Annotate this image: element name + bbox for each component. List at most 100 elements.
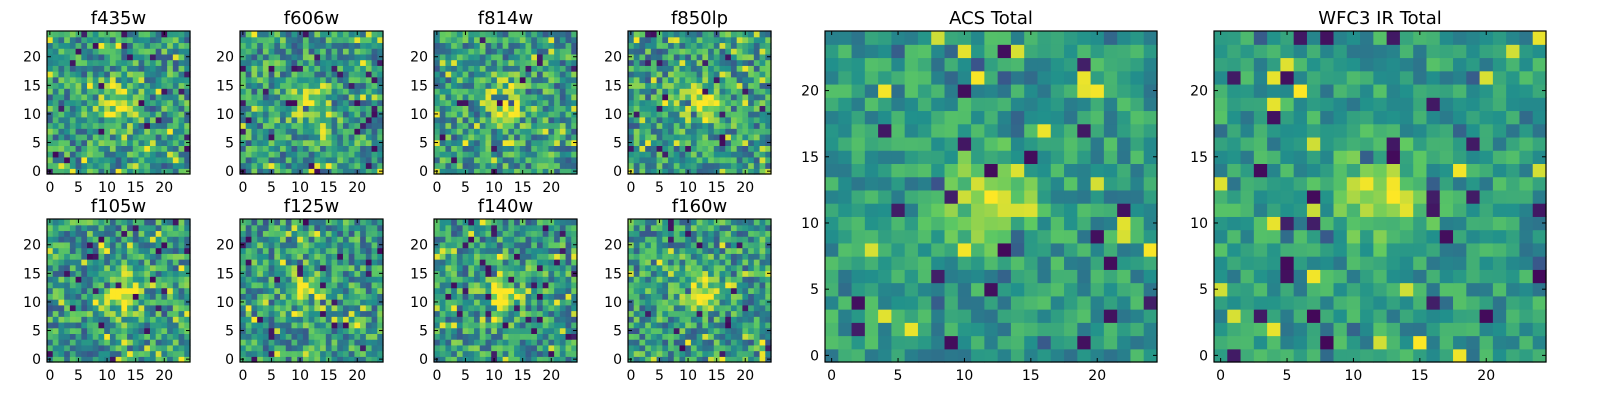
heat-cell [178, 151, 185, 158]
heat-cell [69, 156, 77, 164]
heat-cell [342, 321, 350, 329]
heat-cell [650, 105, 658, 112]
heat-cell [548, 53, 555, 61]
heat-cell [245, 219, 253, 226]
heat-cell [645, 31, 652, 38]
heat-cell [155, 270, 162, 277]
heat-cell [702, 42, 709, 49]
heat-cell [245, 230, 253, 237]
heat-cell [656, 339, 663, 346]
heat-cell [559, 299, 567, 306]
heat-cell [291, 76, 298, 84]
heat-cell [325, 71, 333, 78]
heat-cell [127, 133, 134, 141]
heatmap-cells [47, 31, 191, 175]
heat-cell [274, 116, 281, 124]
heat-cell [308, 270, 315, 277]
heat-cell [58, 276, 65, 283]
heat-cell [348, 304, 355, 312]
heat-cell [104, 236, 111, 243]
heat-cell [639, 59, 646, 66]
heat-cell [662, 111, 669, 118]
heat-cell [87, 350, 94, 357]
heat-cell [519, 224, 527, 232]
heat-cell [456, 145, 464, 152]
heat-cell [87, 316, 94, 323]
heat-cell [377, 151, 384, 158]
heat-cell [365, 99, 373, 106]
heat-cell [138, 327, 145, 334]
heat-cell [92, 162, 100, 169]
heat-cell [531, 304, 538, 312]
heat-cell [502, 168, 509, 175]
heat-cell [742, 53, 749, 61]
heat-cell [274, 259, 281, 266]
heat-cell [468, 287, 475, 294]
y-tick-label: 15 [604, 78, 622, 94]
heat-cell [725, 299, 732, 306]
heat-cell [633, 333, 641, 340]
heat-cell [502, 299, 509, 306]
heat-cell [360, 105, 367, 112]
heat-cell [331, 224, 338, 232]
heat-cell [172, 219, 180, 226]
heat-cell [565, 350, 572, 357]
heat-cell [679, 327, 686, 334]
heat-cell [673, 145, 681, 152]
heat-cell [69, 230, 77, 237]
heat-cell [656, 133, 663, 141]
heat-cell [725, 88, 732, 95]
heat-cell [571, 133, 578, 141]
heat-cell [445, 264, 452, 272]
heat-cell [98, 156, 105, 164]
heat-cell [508, 327, 515, 334]
heat-cell [479, 281, 487, 289]
heat-cell [58, 247, 65, 254]
heat-cell [719, 122, 726, 129]
heat-cell [320, 264, 327, 272]
heat-cell [149, 344, 157, 352]
heat-cell [548, 156, 555, 164]
heat-cell [257, 236, 264, 243]
heat-cell [325, 111, 333, 118]
heat-cell [348, 259, 355, 266]
heat-cell [297, 36, 304, 44]
heat-cell [730, 321, 738, 329]
heat-cell [155, 128, 162, 135]
heat-cell [548, 76, 555, 84]
heat-cell [314, 65, 321, 72]
heat-cell [69, 145, 77, 152]
heat-cell [377, 122, 384, 129]
heat-cell [245, 105, 253, 112]
heat-cell [58, 53, 65, 61]
heat-cell [144, 356, 151, 363]
y-tick-label: 5 [225, 136, 234, 152]
heat-cell [736, 350, 743, 357]
heat-cell [144, 139, 151, 146]
heat-cell [274, 219, 281, 226]
heat-cell [456, 281, 464, 289]
heat-cell [719, 327, 726, 334]
heat-cell [127, 53, 134, 61]
heat-cell [325, 276, 333, 283]
heat-cell [104, 293, 111, 300]
heat-cell [491, 259, 498, 266]
heat-cell [725, 122, 732, 129]
heat-cell [668, 71, 675, 78]
heat-cell [445, 304, 452, 312]
heat-cell [127, 259, 134, 266]
heat-cell [285, 253, 293, 260]
heat-cell [514, 259, 521, 266]
heat-cell [725, 327, 732, 334]
heat-cell [314, 356, 321, 363]
heat-cell [759, 162, 766, 169]
heat-cell [262, 162, 270, 169]
heat-cell [354, 253, 361, 260]
heat-cell [491, 299, 498, 306]
heat-cell [650, 31, 658, 38]
heat-cell [257, 241, 264, 249]
heat-cell [559, 93, 567, 101]
heat-cell [155, 65, 162, 72]
heat-cell [468, 333, 475, 340]
heat-cell [736, 276, 743, 283]
